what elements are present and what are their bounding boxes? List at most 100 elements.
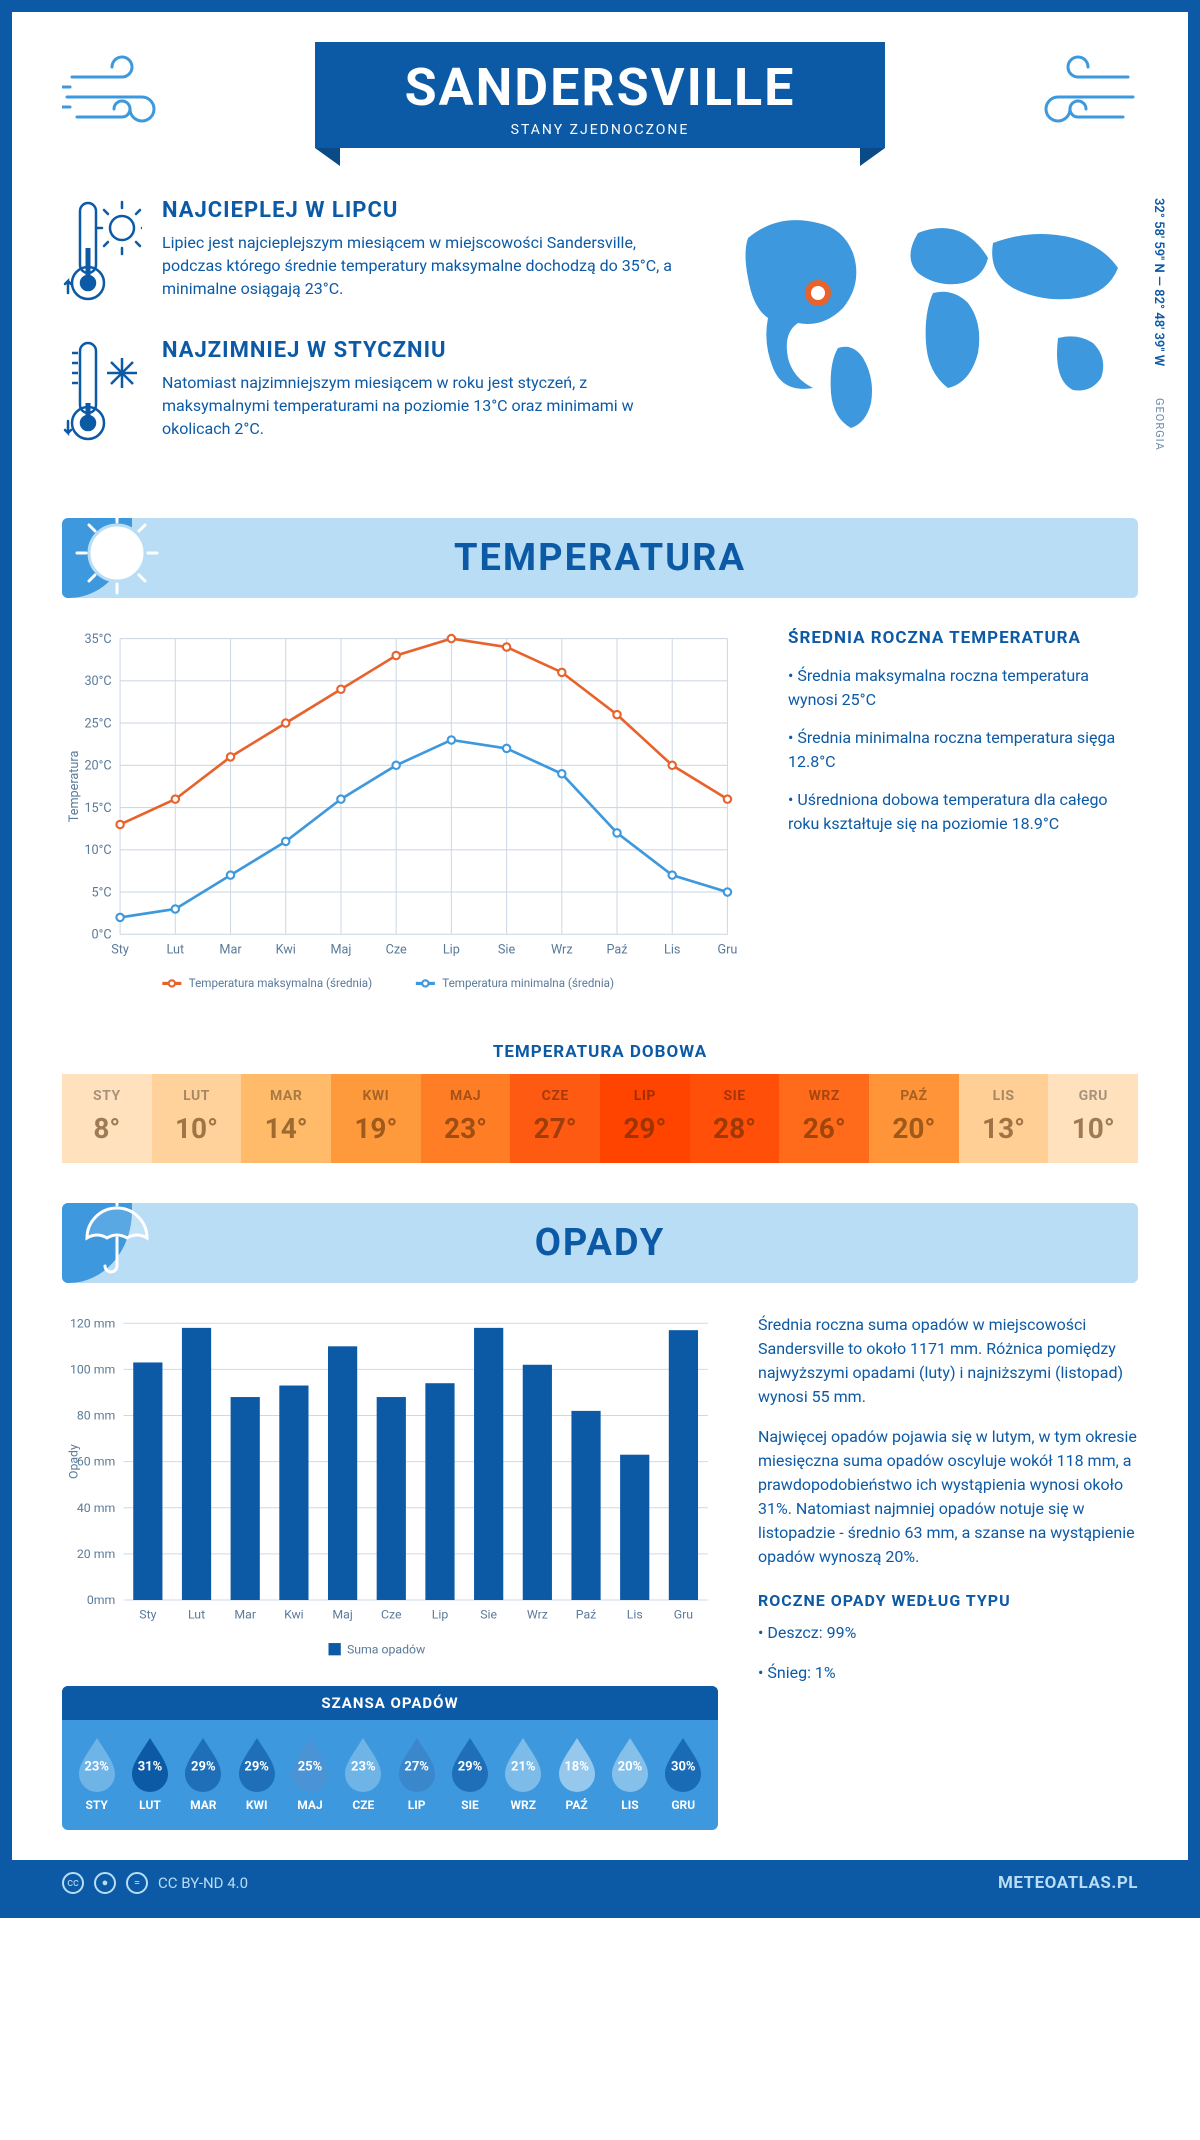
precip-chance-drop: 29%SIE	[446, 1734, 494, 1812]
precip-chance-drop: 30%GRU	[659, 1734, 707, 1812]
avg-temp-bullet: • Średnia maksymalna roczna temperatura …	[788, 664, 1138, 712]
svg-text:Lip: Lip	[432, 1609, 449, 1623]
precip-chart: 0mm 20 mm 40 mm 60 mm 80 mm 100 mm 120 mm Sty Lu…	[62, 1313, 718, 1666]
precip-aside: Średnia roczna suma opadów w miejscowośc…	[758, 1313, 1138, 1830]
location-marker-icon	[808, 283, 828, 303]
avg-temp-title: ŚREDNIA ROCZNA TEMPERATURA	[788, 628, 1138, 648]
svg-text:80 mm: 80 mm	[77, 1410, 115, 1424]
svg-text:Lut: Lut	[188, 1609, 205, 1623]
svg-text:Maj: Maj	[332, 1609, 352, 1623]
svg-text:35°C: 35°C	[84, 632, 111, 647]
svg-text:Kwi: Kwi	[284, 1609, 304, 1623]
precip-type-title: ROCZNE OPADY WEDŁUG TYPU	[758, 1589, 1138, 1613]
svg-text:Maj: Maj	[330, 942, 351, 957]
svg-text:0°C: 0°C	[92, 928, 112, 943]
temperature-section-header: TEMPERATURA	[62, 518, 1138, 598]
daily-temp-cell: SIE28°	[690, 1074, 780, 1163]
map-block: 32° 58' 59" N — 82° 48' 39" W GEORGIA	[718, 198, 1138, 478]
sun-icon	[72, 508, 162, 598]
svg-text:20°C: 20°C	[84, 759, 111, 774]
country-subtitle: STANY ZJEDNOCZONE	[405, 122, 796, 138]
temperature-chart: 0°C 5°C 10°C 15°C 20°C 25°C 30°C 35°C Sty Lut Mar K…	[62, 628, 738, 1012]
precip-chance-title: SZANSA OPADÓW	[62, 1686, 718, 1720]
cc-icon: cc	[62, 1872, 84, 1894]
daily-temp-cell: LUT10°	[152, 1074, 242, 1163]
svg-text:40 mm: 40 mm	[77, 1502, 115, 1516]
svg-text:0mm: 0mm	[87, 1594, 115, 1608]
precip-section-header: OPADY	[62, 1203, 1138, 1283]
precip-chance-drop: 23%STY	[73, 1734, 121, 1812]
precip-chance-drop: 20%LIS	[606, 1734, 654, 1812]
thermometer-hot-icon	[62, 198, 142, 308]
svg-text:Wrz: Wrz	[551, 942, 573, 957]
precip-type-item: • Śnieg: 1%	[758, 1661, 1138, 1685]
svg-text:Wrz: Wrz	[527, 1609, 548, 1623]
svg-text:20 mm: 20 mm	[77, 1548, 115, 1562]
daily-temp-title: TEMPERATURA DOBOWA	[62, 1042, 1138, 1062]
site-name: METEOATLAS.PL	[998, 1873, 1138, 1893]
wind-icon-left	[62, 52, 182, 146]
svg-text:Mar: Mar	[219, 942, 242, 957]
coordinates: 32° 58' 59" N — 82° 48' 39" W	[1151, 198, 1166, 366]
hottest-text: Lipiec jest najcieplejszym miesiącem w m…	[162, 231, 678, 301]
coldest-block: NAJZIMNIEJ W STYCZNIU Natomiast najzimni…	[62, 338, 678, 448]
svg-text:15°C: 15°C	[84, 801, 111, 816]
precip-chance-drop: 31%LUT	[126, 1734, 174, 1812]
daily-temp-cell: MAJ23°	[421, 1074, 511, 1163]
precip-chance-drop: 18%PAŹ	[553, 1734, 601, 1812]
svg-text:Lis: Lis	[627, 1609, 643, 1623]
svg-text:60 mm: 60 mm	[77, 1456, 115, 1470]
daily-temp-cell: KWI19°	[331, 1074, 421, 1163]
svg-text:Mar: Mar	[234, 1609, 256, 1623]
daily-temp-cell: LIP29°	[600, 1074, 690, 1163]
svg-text:Kwi: Kwi	[276, 942, 296, 957]
nd-icon: =	[126, 1872, 148, 1894]
precip-text: Najwięcej opadów pojawia się w lutym, w …	[758, 1425, 1138, 1569]
hottest-block: NAJCIEPLEJ W LIPCU Lipiec jest najcieple…	[62, 198, 678, 308]
svg-text:100 mm: 100 mm	[70, 1364, 115, 1378]
svg-text:30°C: 30°C	[84, 674, 111, 689]
header: SANDERSVILLE STANY ZJEDNOCZONE	[62, 42, 1138, 148]
svg-text:Gru: Gru	[717, 942, 737, 957]
precip-chance-drop: 27%LIP	[393, 1734, 441, 1812]
svg-text:Temperatura minimalna (średnia: Temperatura minimalna (średnia)	[442, 976, 614, 990]
coldest-text: Natomiast najzimniejszym miesiącem w rok…	[162, 371, 678, 441]
svg-text:120 mm: 120 mm	[70, 1318, 115, 1332]
svg-text:Lip: Lip	[443, 942, 460, 957]
coldest-title: NAJZIMNIEJ W STYCZNIU	[162, 338, 678, 363]
by-icon: ●	[94, 1872, 116, 1894]
avg-temp-bullet: • Średnia minimalna roczna temperatura s…	[788, 726, 1138, 774]
precip-chance-drop: 25%MAJ	[286, 1734, 334, 1812]
intro-section: NAJCIEPLEJ W LIPCU Lipiec jest najcieple…	[62, 198, 1138, 478]
region-label: GEORGIA	[1153, 398, 1166, 451]
svg-text:10°C: 10°C	[84, 843, 111, 858]
daily-temp-cell: GRU10°	[1048, 1074, 1138, 1163]
svg-text:Gru: Gru	[674, 1609, 693, 1623]
svg-text:Paź: Paź	[576, 1609, 596, 1623]
svg-text:Opady: Opady	[67, 1444, 81, 1479]
precip-chance-drop: 23%CZE	[339, 1734, 387, 1812]
svg-text:5°C: 5°C	[92, 885, 112, 900]
daily-temp-cell: CZE27°	[510, 1074, 600, 1163]
daily-temp-cell: WRZ26°	[779, 1074, 869, 1163]
svg-text:Sty: Sty	[111, 942, 129, 957]
svg-text:Sty: Sty	[139, 1609, 156, 1623]
precip-chance-drop: 21%WRZ	[499, 1734, 547, 1812]
svg-text:Lut: Lut	[166, 942, 184, 957]
svg-text:Paź: Paź	[606, 942, 627, 957]
precip-chance-box: SZANSA OPADÓW 23%STY31%LUT29%MAR29%KWI25…	[62, 1686, 718, 1830]
title-banner: SANDERSVILLE STANY ZJEDNOCZONE	[315, 42, 886, 148]
daily-temp-cell: MAR14°	[241, 1074, 331, 1163]
temperature-heading: TEMPERATURA	[454, 536, 746, 580]
svg-text:Temperatura maksymalna (średni: Temperatura maksymalna (średnia)	[189, 976, 372, 990]
svg-text:25°C: 25°C	[84, 716, 111, 731]
daily-temp-cell: PAŹ20°	[869, 1074, 959, 1163]
svg-text:Temperatura: Temperatura	[67, 751, 82, 823]
svg-text:Lis: Lis	[664, 942, 680, 957]
svg-text:Suma opadów: Suma opadów	[347, 1644, 425, 1658]
precip-heading: OPADY	[535, 1221, 666, 1265]
precip-chance-drop: 29%KWI	[233, 1734, 281, 1812]
avg-temp-bullet: • Uśredniona dobowa temperatura dla całe…	[788, 788, 1138, 836]
thermometer-cold-icon	[62, 338, 142, 448]
svg-text:Sie: Sie	[498, 942, 516, 957]
